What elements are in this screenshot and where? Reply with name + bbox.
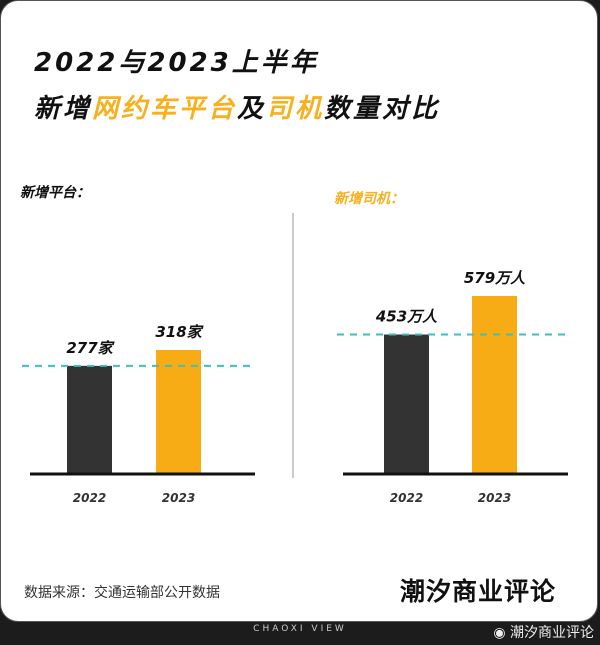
- chart-title-drivers: 新增司机：: [334, 191, 404, 207]
- value-label: 579万人: [464, 269, 526, 287]
- title-line-2: 新增网约车平台及司机数量对比: [34, 88, 440, 125]
- title-part: 及: [237, 94, 267, 124]
- brand-logo: 潮汐商业评论: [400, 577, 557, 606]
- title-part: 司机: [266, 94, 325, 124]
- bar-2022: [67, 365, 112, 473]
- bar-2023: [156, 350, 201, 473]
- weibo-watermark: ◉ 潮汐商业评论: [493, 622, 594, 642]
- value-label: 453万人: [375, 308, 438, 326]
- footer-brand-en: CHAOXI VIEW: [253, 624, 347, 634]
- title-part: 新增: [34, 94, 93, 124]
- category-label: 2023: [162, 491, 195, 505]
- title-part: 数量对比: [324, 94, 441, 124]
- title-line-1: 2022与2023上半年: [34, 48, 319, 78]
- weibo-icon: ◉: [493, 625, 510, 641]
- data-source: 数据来源：交通运输部公开数据: [24, 585, 220, 601]
- category-label: 2022: [390, 491, 423, 505]
- bar-2022: [384, 334, 429, 473]
- watermark-text: 潮汐商业评论: [510, 625, 594, 641]
- title-part: 网约车平台: [92, 94, 238, 124]
- bar-2023: [472, 296, 517, 473]
- category-label: 2023: [478, 491, 511, 505]
- value-label: 318家: [155, 323, 204, 341]
- chart-title-platforms: 新增平台：: [20, 185, 90, 201]
- value-label: 277家: [66, 339, 115, 357]
- category-label: 2022: [73, 491, 106, 505]
